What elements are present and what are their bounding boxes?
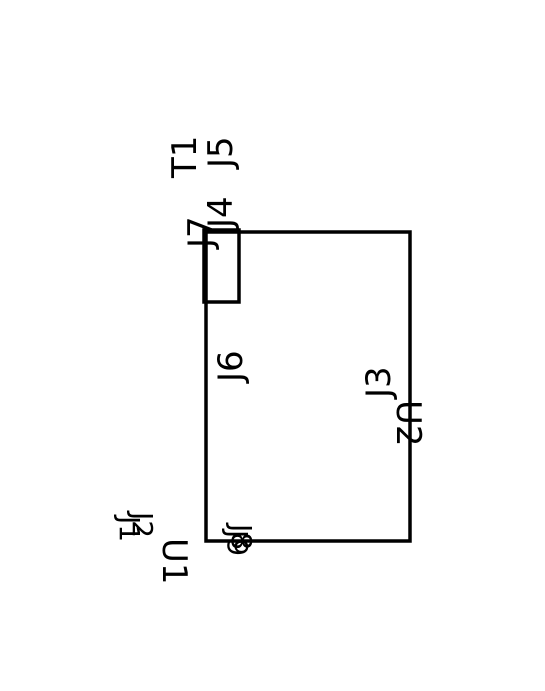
board-outline [204, 230, 412, 543]
label-j4: J4 [201, 196, 241, 230]
label-j9: J9 [221, 528, 254, 556]
label-j8: J8 [225, 522, 258, 550]
component-rect [202, 228, 241, 304]
label-j2: J2 [126, 510, 159, 538]
label-j6: J6 [211, 350, 251, 384]
label-t1: T1 [165, 136, 205, 179]
label-j5: J5 [201, 136, 241, 170]
label-j7: J7 [181, 216, 221, 250]
label-j1: J1 [113, 514, 146, 542]
label-j3: J3 [359, 366, 399, 400]
label-u1: U1 [154, 538, 194, 585]
label-u2: U2 [388, 400, 428, 447]
